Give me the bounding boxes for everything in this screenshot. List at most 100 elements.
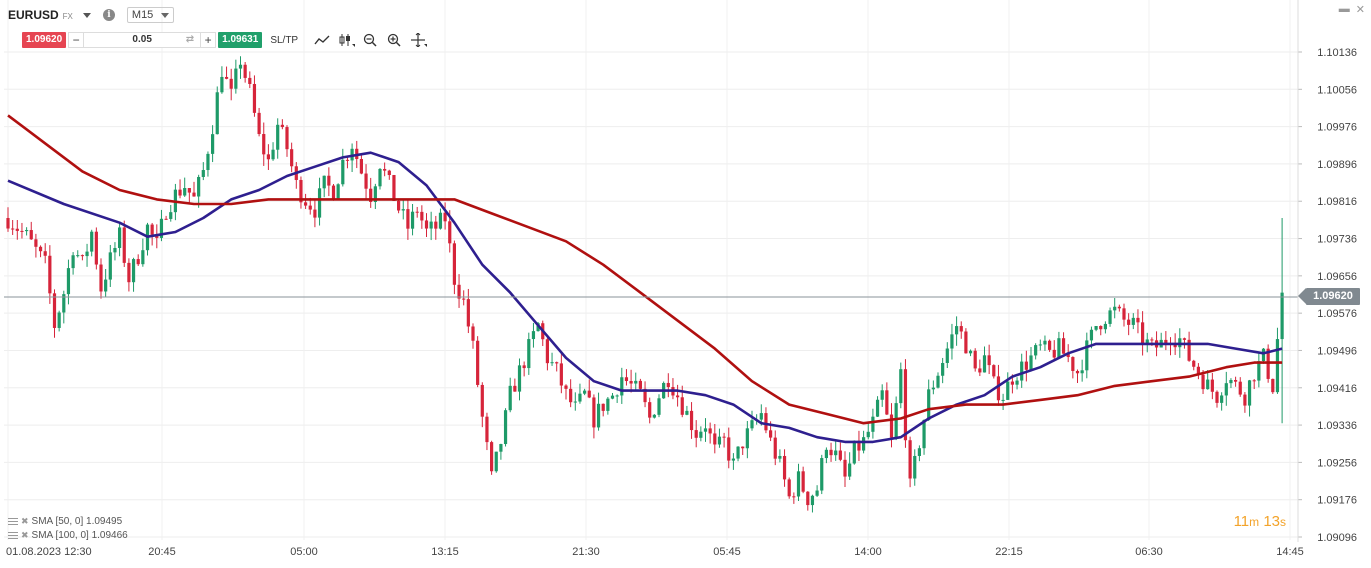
info-icon[interactable]: i — [102, 9, 115, 21]
trend-line-icon[interactable] — [312, 32, 332, 48]
candle-body — [634, 380, 638, 384]
candle-body — [34, 239, 38, 247]
candle-body — [11, 228, 15, 230]
candle-body — [792, 496, 796, 498]
candle-body — [657, 398, 661, 415]
candle-body — [141, 250, 145, 265]
candle-body — [113, 247, 117, 253]
legend-sma-50[interactable]: ✖ SMA [50, 0] 1.09495 — [8, 516, 122, 527]
quantity-stepper[interactable]: − 0.05 ⇄ + — [68, 32, 217, 48]
x-tick-label: 22:15 — [995, 546, 1023, 558]
crosshair-icon[interactable] — [408, 32, 428, 48]
candle-body — [290, 149, 294, 167]
candle-body — [38, 246, 43, 252]
chevron-down-icon[interactable] — [82, 12, 91, 18]
candle-body — [624, 377, 629, 382]
time-axis[interactable]: 01.08.2023 12:30 20:45 05:00 13:15 21:30 05:4… — [6, 546, 1304, 558]
candle-body — [745, 428, 749, 449]
candle-body — [76, 255, 80, 257]
candle-body — [480, 384, 484, 417]
timer-minutes-unit: m — [1249, 515, 1260, 529]
candle-body — [699, 431, 703, 438]
candle-body — [880, 390, 884, 400]
candle-body — [238, 64, 243, 69]
price-axis[interactable]: 1.10136 1.10056 1.09976 1.09896 1.09816 1.097… — [1297, 0, 1357, 544]
legend-sma-100[interactable]: ✖ SMA [100, 0] 1.09466 — [8, 530, 128, 541]
sell-button[interactable]: 1.09620 — [22, 32, 67, 48]
candle-body — [815, 490, 819, 496]
candle-body — [903, 369, 908, 441]
candle-body — [968, 350, 973, 354]
candle-body — [638, 380, 642, 389]
candle-body — [1196, 366, 1200, 375]
x-tick-label: 05:00 — [290, 546, 318, 558]
candle-body — [1024, 361, 1028, 370]
y-tick-label: 1.09896 — [1317, 159, 1357, 171]
close-icon[interactable]: ✕ — [1355, 4, 1365, 16]
chart-header: EURUSD FX i M15 — [8, 6, 175, 24]
candle-body — [978, 368, 982, 373]
candle-body — [843, 459, 847, 477]
candle-body — [262, 134, 266, 155]
candle-body — [1275, 339, 1280, 393]
candle-body — [429, 221, 433, 229]
timeframe-select[interactable]: M15 — [126, 7, 175, 23]
decrease-quantity-button[interactable]: − — [72, 33, 80, 47]
candle-body — [782, 455, 787, 480]
close-icon[interactable]: ✖ — [21, 516, 29, 526]
buy-button[interactable]: 1.09631 — [218, 32, 263, 48]
candle-body — [1210, 379, 1214, 392]
candle-body — [1089, 329, 1094, 341]
menu-icon[interactable] — [8, 518, 18, 525]
candle-body — [736, 446, 740, 459]
candle-body — [848, 463, 852, 477]
candle-body — [401, 209, 405, 211]
candle-body — [169, 212, 173, 219]
candle-body — [680, 397, 684, 415]
sl-tp-button[interactable]: SL/TP — [270, 34, 299, 46]
candle-body — [1108, 310, 1112, 324]
y-tick-label: 1.09656 — [1317, 271, 1357, 283]
increase-quantity-button[interactable]: + — [204, 33, 212, 47]
candle-body — [1061, 338, 1066, 354]
candle-body — [271, 149, 275, 160]
candle-body — [508, 385, 512, 411]
candle-body — [764, 413, 768, 431]
timer-seconds-unit: s — [1280, 515, 1286, 529]
zoom-out-icon[interactable] — [360, 32, 380, 48]
candle-body — [852, 440, 856, 464]
menu-icon[interactable] — [8, 532, 18, 539]
candle-body — [387, 170, 391, 176]
y-tick-label: 1.09176 — [1317, 495, 1357, 507]
quantity-input[interactable]: 0.05 ⇄ — [83, 33, 202, 47]
candle-body — [531, 331, 536, 340]
minimize-icon[interactable]: ▬ — [1338, 3, 1350, 15]
x-tick-label: 01.08.2023 12:30 — [6, 546, 92, 558]
candle-body — [545, 339, 549, 364]
close-icon[interactable]: ✖ — [21, 530, 29, 540]
candle-body — [397, 200, 401, 211]
candle-body — [85, 251, 89, 257]
candle-body — [1145, 339, 1149, 345]
candle-body — [1261, 348, 1266, 362]
candle-body — [220, 76, 224, 93]
candle-body — [490, 442, 494, 472]
candle-body — [1173, 344, 1177, 348]
candle-body — [889, 414, 894, 438]
zoom-in-icon[interactable] — [384, 32, 404, 48]
candle-body — [313, 209, 317, 218]
swap-icon[interactable]: ⇄ — [185, 34, 195, 45]
candle-body — [1234, 380, 1238, 382]
candle-body — [345, 159, 350, 161]
candle-body — [462, 298, 466, 300]
candle-body — [1057, 338, 1061, 358]
candle-body — [1029, 355, 1033, 370]
quantity-value: 0.05 — [132, 34, 152, 45]
candle-body — [550, 362, 554, 364]
candle-body — [438, 212, 443, 229]
candlestick-icon[interactable] — [336, 32, 356, 48]
candle-body — [773, 437, 777, 459]
trade-bar: 1.09620 − 0.05 ⇄ + 1.09631 SL/TP — [22, 31, 428, 49]
symbol-name[interactable]: EURUSD — [8, 8, 59, 22]
